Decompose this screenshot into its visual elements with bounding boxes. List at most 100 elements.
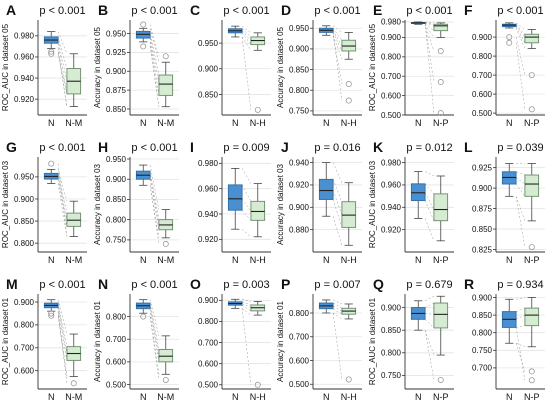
outlier-point bbox=[162, 240, 169, 247]
ytick-label: 0.940 bbox=[381, 203, 402, 212]
pair-line bbox=[424, 24, 435, 38]
panel-label: I bbox=[190, 139, 194, 155]
pair-line bbox=[241, 198, 252, 212]
ytick-label: 0.850 bbox=[106, 105, 127, 114]
p-value-label: p = 0.934 bbox=[497, 279, 543, 291]
ytick-label: 0.920 bbox=[381, 225, 402, 234]
pair-line bbox=[515, 183, 526, 197]
outlier-point bbox=[345, 97, 352, 104]
xtick-label: N bbox=[140, 118, 147, 128]
outlier-point bbox=[162, 53, 169, 60]
xtick-label: N bbox=[48, 118, 55, 128]
ytick-label: 0.950 bbox=[289, 24, 310, 33]
xtick-label: N bbox=[415, 118, 422, 128]
outlier-point bbox=[48, 50, 55, 57]
ytick-label: 0.800 bbox=[14, 321, 35, 330]
pair-line bbox=[149, 31, 160, 76]
outlier-point bbox=[48, 48, 55, 55]
y-axis-label: Accuracy in dataset 05 bbox=[276, 26, 285, 107]
ytick-label: 0.825 bbox=[472, 245, 493, 254]
panel-label: K bbox=[373, 139, 383, 155]
p-value-label: p < 0.001 bbox=[131, 279, 177, 291]
y-axis-label: Accuracy in dataset 03 bbox=[276, 163, 285, 244]
panel-label: P bbox=[281, 276, 290, 292]
box-N-P bbox=[433, 302, 449, 329]
xtick-label: N bbox=[232, 392, 239, 402]
xtick-label: N-H bbox=[341, 392, 357, 402]
pair-line bbox=[149, 175, 160, 225]
ytick-label: 0.900 bbox=[106, 67, 127, 76]
outlier-point bbox=[140, 43, 147, 50]
ytick-label: 0.800 bbox=[472, 329, 493, 338]
ytick-label: 0.900 bbox=[381, 33, 402, 42]
pair-line bbox=[516, 325, 525, 328]
ytick-label: 0.950 bbox=[106, 155, 127, 164]
pair-line bbox=[332, 32, 343, 52]
pair-line bbox=[424, 319, 435, 329]
pair-line bbox=[242, 301, 251, 306]
ytick-label: 0.980 bbox=[381, 158, 402, 167]
ytick-label: 0.900 bbox=[198, 65, 219, 74]
panel-I: 0.920 0.940 0.960 0.980 N N-H I p = 0.009 bbox=[190, 139, 271, 265]
outlier-point bbox=[528, 368, 535, 375]
pair-line bbox=[515, 22, 526, 30]
panel-label: E bbox=[373, 2, 382, 18]
panel-label: R bbox=[464, 276, 474, 292]
ytick-label: 0.940 bbox=[289, 158, 310, 167]
box-N-H bbox=[341, 201, 357, 228]
pair-line bbox=[149, 24, 160, 57]
p-value-label: p < 0.001 bbox=[131, 142, 177, 154]
panel-E: 0.500 0.600 0.700 0.800 0.900 0.980 N N-P E p < 0… bbox=[368, 2, 454, 128]
panel-label: F bbox=[464, 2, 473, 18]
pair-line bbox=[332, 35, 343, 85]
ytick-label: 0.800 bbox=[198, 317, 219, 326]
xtick-label: N-M bbox=[157, 118, 174, 128]
pair-line bbox=[332, 312, 343, 320]
outlier-point bbox=[528, 377, 535, 384]
ytick-label: 0.850 bbox=[472, 311, 493, 320]
ytick-label: 0.900 bbox=[472, 293, 493, 302]
pair-line bbox=[424, 171, 435, 177]
pair-line bbox=[241, 168, 252, 184]
panel-R: 0.700 0.750 0.800 0.850 0.900 N N-P R p = 0.934 bbox=[464, 276, 545, 402]
box-N bbox=[410, 183, 426, 202]
pair-line bbox=[57, 176, 68, 221]
ytick-label: 0.800 bbox=[106, 215, 127, 224]
xtick-label: N-P bbox=[433, 255, 449, 265]
p-value-label: p < 0.001 bbox=[131, 5, 177, 17]
pair-line bbox=[241, 304, 252, 312]
p-value-label: p = 0.012 bbox=[406, 142, 452, 154]
p-value-label: p < 0.001 bbox=[314, 5, 360, 17]
pair-line bbox=[332, 190, 343, 216]
pair-line bbox=[241, 28, 252, 38]
p-value-label: p < 0.001 bbox=[39, 5, 85, 17]
ytick-label: 0.900 bbox=[14, 195, 35, 204]
y-axis-label: ROC_AUC in dataset 03 bbox=[368, 160, 377, 248]
p-value-label: p < 0.001 bbox=[39, 279, 85, 291]
pair-line bbox=[515, 327, 526, 381]
panel-label: M bbox=[6, 276, 18, 292]
outlier-point bbox=[162, 376, 169, 383]
outlier-point bbox=[254, 381, 261, 388]
outlier-point bbox=[140, 21, 147, 28]
outlier-point bbox=[437, 48, 444, 55]
pair-line bbox=[516, 297, 525, 300]
pair-line bbox=[332, 199, 343, 228]
pair-line bbox=[425, 313, 434, 315]
pair-line bbox=[515, 343, 526, 348]
xtick-label: N-M bbox=[157, 392, 174, 402]
xtick-label: N-H bbox=[250, 118, 266, 128]
pair-line bbox=[425, 22, 434, 25]
xtick-label: N-H bbox=[341, 118, 357, 128]
ytick-label: 0.700 bbox=[472, 364, 493, 373]
pair-line bbox=[424, 218, 435, 241]
ytick-label: 0.940 bbox=[14, 74, 35, 83]
p-value-label: p < 0.001 bbox=[497, 5, 543, 17]
ytick-label: 0.800 bbox=[381, 53, 402, 62]
pair-line bbox=[57, 43, 68, 94]
ytick-label: 0.900 bbox=[289, 45, 310, 54]
ytick-label: 0.600 bbox=[472, 90, 493, 99]
y-axis-label: ROC_AUC in dataset 01 bbox=[368, 297, 377, 385]
y-axis-label: ROC_AUC in dataset 05 bbox=[368, 23, 377, 111]
